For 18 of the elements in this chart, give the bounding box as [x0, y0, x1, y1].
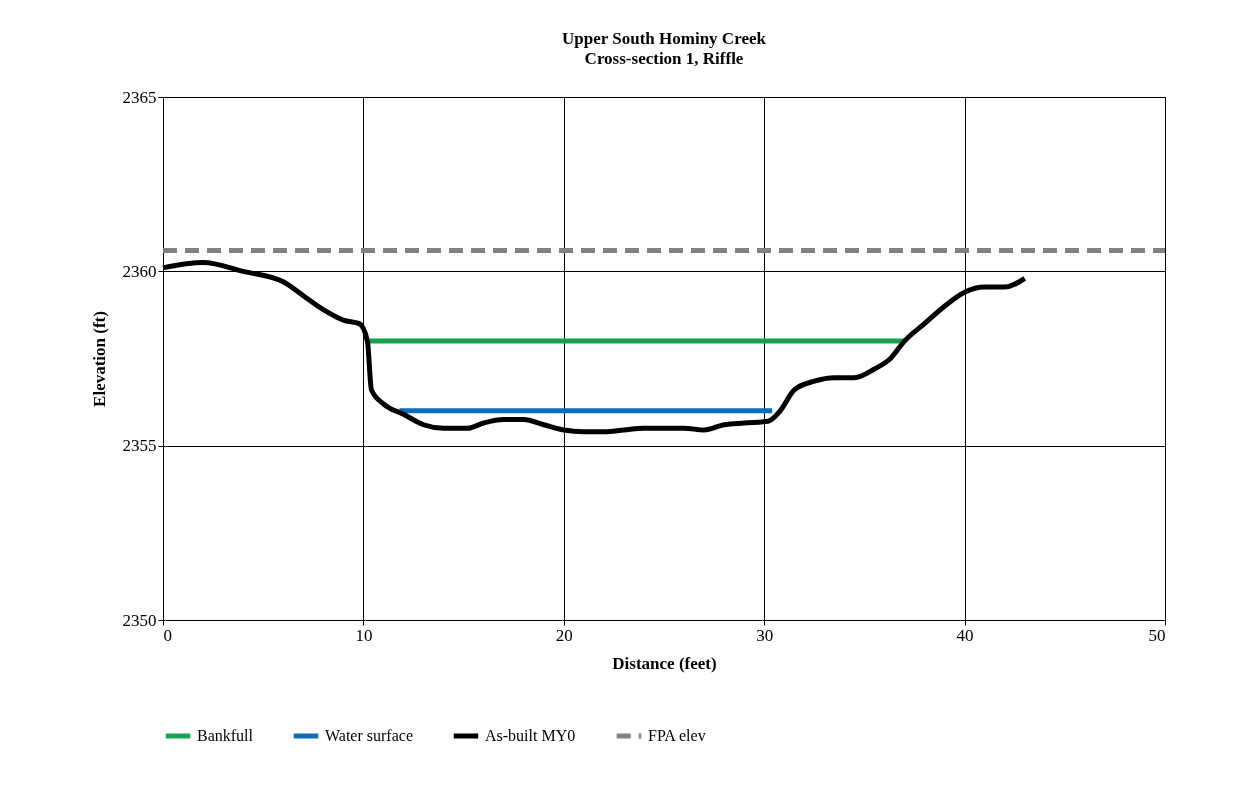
- x-tick-label: 40: [956, 625, 974, 645]
- y-tick-label: 2350: [122, 610, 157, 630]
- x-tick-label: 20: [555, 625, 573, 645]
- legend-label: As-built MY0: [485, 727, 576, 744]
- y-axis-title: Elevation (ft): [89, 311, 109, 407]
- x-tick-label: 30: [756, 625, 774, 645]
- x-tick-label: 50: [1148, 625, 1166, 645]
- y-tick-label: 2355: [122, 436, 157, 456]
- chart-subtitle: Cross-section 1, Riffle: [584, 49, 744, 68]
- legend-label: FPA elev: [648, 727, 706, 744]
- legend-label: Bankfull: [197, 727, 254, 744]
- x-tick-label: 0: [163, 625, 172, 645]
- chart-title: Upper South Hominy Creek: [562, 29, 767, 48]
- x-axis-title: Distance (feet): [612, 653, 717, 673]
- x-tick-label: 10: [355, 625, 373, 645]
- y-tick-label: 2360: [122, 261, 157, 281]
- legend-label: Water surface: [325, 727, 413, 744]
- y-tick-label: 2365: [122, 87, 157, 107]
